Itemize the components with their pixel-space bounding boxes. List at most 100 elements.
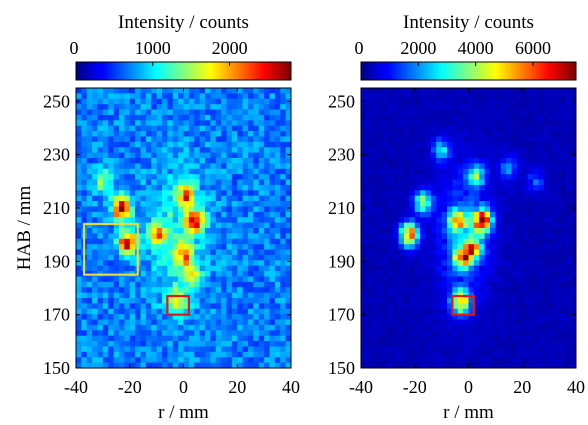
- heatmap-cell: [436, 249, 443, 256]
- heatmap-cell: [457, 346, 464, 353]
- heatmap-cell: [231, 228, 238, 234]
- heatmap-cell: [425, 260, 432, 267]
- heatmap-cell: [124, 158, 131, 164]
- heatmap-cell: [441, 341, 448, 347]
- heatmap-cell: [129, 141, 136, 148]
- colorbar-label: Intensity / counts: [118, 12, 249, 33]
- heatmap-cell: [479, 104, 486, 110]
- heatmap-cell: [194, 147, 201, 154]
- heatmap-cell: [490, 93, 496, 100]
- heatmap-cell: [511, 228, 518, 234]
- heatmap-cell: [269, 271, 276, 277]
- heatmap-cell: [565, 184, 572, 191]
- heatmap-cell: [527, 330, 534, 337]
- heatmap-cell: [119, 265, 125, 272]
- heatmap-cell: [398, 351, 405, 358]
- heatmap-cell: [92, 249, 98, 256]
- heatmap-cell: [387, 184, 394, 191]
- heatmap-cell: [516, 222, 523, 229]
- heatmap-cell: [538, 190, 545, 197]
- heatmap-cell: [377, 292, 383, 299]
- heatmap-cell: [280, 147, 287, 154]
- heatmap-cell: [113, 184, 120, 191]
- heatmap-cell: [124, 152, 131, 159]
- heatmap-cell: [102, 88, 109, 94]
- heatmap-cell: [436, 190, 443, 197]
- heatmap-cell: [199, 131, 206, 137]
- heatmap-cell: [366, 362, 373, 369]
- heatmap-cell: [108, 125, 115, 132]
- heatmap-cell: [113, 362, 120, 369]
- heatmap-cell: [414, 217, 421, 224]
- heatmap-cell: [506, 158, 512, 164]
- heatmap-cell: [420, 163, 426, 170]
- heatmap-cell: [194, 319, 201, 326]
- heatmap-cell: [108, 114, 115, 121]
- heatmap-cell: [366, 308, 373, 315]
- heatmap-cell: [221, 98, 227, 105]
- heatmap-cell: [102, 190, 109, 197]
- x-axis-label: r / mm: [443, 402, 494, 423]
- heatmap-cell: [387, 308, 394, 315]
- heatmap-cell: [554, 244, 561, 250]
- heatmap-cell: [156, 287, 163, 294]
- heatmap-cell: [183, 330, 190, 337]
- heatmap-cell: [113, 152, 120, 159]
- heatmap-cell: [361, 152, 367, 159]
- heatmap-cell: [522, 201, 529, 207]
- heatmap-cell: [221, 341, 227, 347]
- heatmap-cell: [178, 346, 184, 353]
- heatmap-cell: [81, 351, 88, 358]
- heatmap-cell: [441, 330, 448, 337]
- heatmap-cell: [570, 120, 577, 127]
- heatmap-cell: [151, 206, 158, 213]
- heatmap-cell: [194, 195, 201, 202]
- heatmap-cell: [280, 249, 287, 256]
- heatmap-cell: [194, 114, 201, 121]
- heatmap-cell: [479, 195, 486, 202]
- heatmap-cell: [188, 195, 195, 202]
- heatmap-cell: [124, 222, 131, 229]
- heatmap-cell: [92, 201, 98, 207]
- heatmap-cell: [565, 98, 572, 105]
- heatmap-cell: [156, 136, 163, 143]
- heatmap-cell: [538, 287, 545, 294]
- heatmap-cell: [280, 298, 287, 304]
- heatmap-cell: [221, 104, 227, 110]
- heatmap-cell: [242, 174, 249, 180]
- heatmap-cell: [162, 335, 168, 342]
- heatmap-cell: [527, 109, 534, 116]
- heatmap-cell: [382, 249, 389, 256]
- heatmap-cell: [183, 195, 190, 202]
- heatmap-cell: [484, 335, 491, 342]
- heatmap-cell: [425, 109, 432, 116]
- heatmap-cell: [554, 228, 561, 234]
- heatmap-cell: [565, 114, 572, 121]
- heatmap-cell: [248, 351, 254, 358]
- heatmap-cell: [382, 211, 389, 218]
- heatmap-cell: [194, 265, 201, 272]
- heatmap-cell: [274, 254, 281, 261]
- heatmap-cell: [145, 228, 152, 234]
- heatmap-cell: [102, 303, 109, 310]
- heatmap-cell: [452, 362, 459, 369]
- heatmap-cell: [436, 93, 443, 100]
- heatmap-cell: [425, 265, 432, 272]
- heatmap-cell: [285, 233, 292, 240]
- heatmap-cell: [226, 147, 233, 154]
- heatmap-cell: [420, 114, 426, 121]
- heatmap-cell: [81, 184, 88, 191]
- heatmap-cell: [172, 276, 179, 283]
- heatmap-cell: [463, 98, 469, 105]
- heatmap-cell: [183, 276, 190, 283]
- heatmap-cell: [248, 287, 254, 294]
- heatmap-cell: [215, 104, 222, 110]
- heatmap-cell: [129, 206, 136, 213]
- heatmap-cell: [479, 292, 486, 299]
- heatmap-cell: [495, 147, 502, 154]
- heatmap-cell: [113, 351, 120, 358]
- heatmap-cell: [490, 287, 496, 294]
- heatmap-cell: [436, 292, 443, 299]
- heatmap-cell: [162, 281, 168, 288]
